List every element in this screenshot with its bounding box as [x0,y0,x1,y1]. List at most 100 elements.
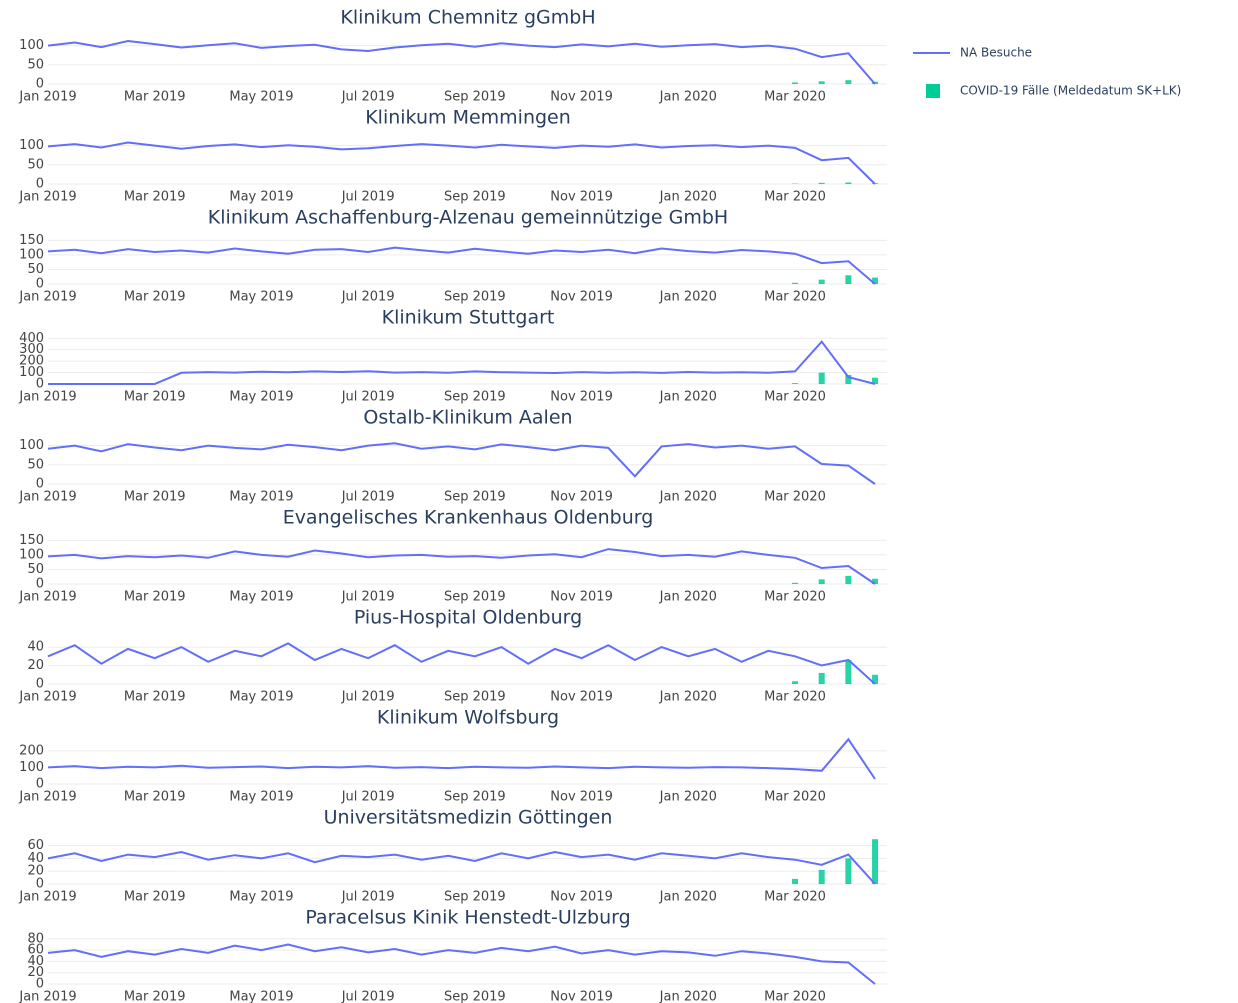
x-tick-label: Mar 2020 [764,190,826,205]
chart-title: Ostalb-Klinikum Aalen [363,407,572,429]
x-tick-label: Sep 2019 [444,190,506,205]
y-tick-label: 0 [36,777,44,792]
x-tick-label: Mar 2019 [124,90,186,105]
x-tick-label: Nov 2019 [550,290,613,305]
line [47,642,876,685]
bar [818,869,825,884]
x-tick-label: Jan 2020 [659,590,717,605]
x-tick-label: Jan 2020 [659,490,717,505]
y-tick-label: 400 [19,331,44,346]
y-tick-label: 0 [36,977,44,992]
bar [792,681,798,684]
bar [872,674,879,684]
y-tick-label: 50 [27,262,44,277]
x-tick-label: Mar 2019 [124,590,186,605]
x-tick-label: Mar 2020 [764,590,826,605]
y-tick-label: 200 [19,354,44,369]
x-tick-label: Jan 2019 [18,90,76,105]
bar [818,279,825,284]
x-tick-label: May 2019 [229,790,293,805]
y-tick-label: 200 [19,743,44,758]
y-tick-label: 50 [27,57,44,72]
chart-title: Klinikum Stuttgart [382,307,555,329]
x-tick-label: Sep 2019 [444,90,506,105]
bar [792,82,798,84]
x-tick-label: Mar 2020 [764,790,826,805]
x-tick-label: Jul 2019 [341,790,395,805]
line [47,442,876,485]
x-tick-label: Jan 2019 [18,690,76,705]
bar [872,839,879,884]
bar [818,672,825,684]
chart-title: Klinikum Aschaffenburg-Alzenau gemeinnüt… [208,207,728,229]
legend-label: NA Besuche [960,46,1032,60]
chart-title: Klinikum Chemnitz gGmbH [340,7,595,29]
line [47,548,876,585]
y-tick-label: 40 [27,851,44,866]
x-tick-label: Mar 2019 [124,690,186,705]
bar [845,275,852,284]
x-tick-label: Mar 2020 [764,690,826,705]
x-tick-label: Jan 2020 [659,90,717,105]
x-tick-label: May 2019 [229,890,293,905]
x-tick-label: Jul 2019 [341,290,395,305]
y-tick-label: 0 [36,877,44,892]
x-tick-label: May 2019 [229,290,293,305]
line [47,141,876,185]
y-tick-label: 0 [36,277,44,292]
line [48,340,876,385]
bar [845,374,852,384]
x-tick-label: Nov 2019 [550,190,613,205]
line [47,943,876,985]
x-tick-label: Nov 2019 [550,590,613,605]
x-tick-label: Sep 2019 [444,890,506,905]
x-tick-label: Jul 2019 [341,490,395,505]
y-tick-label: 40 [27,954,44,969]
bar [818,579,825,584]
x-tick-label: May 2019 [229,690,293,705]
x-tick-label: Jan 2019 [18,890,76,905]
x-tick-label: Jul 2019 [341,590,395,605]
x-tick-label: Mar 2020 [764,290,826,305]
y-tick-label: 0 [36,677,44,692]
x-tick-label: Mar 2020 [764,490,826,505]
y-tick-label: 300 [19,342,44,357]
x-tick-label: Mar 2020 [764,390,826,405]
y-tick-label: 100 [19,760,44,775]
y-tick-label: 150 [19,533,44,548]
x-tick-label: Jan 2020 [659,890,717,905]
x-tick-label: Sep 2019 [444,490,506,505]
bar [845,80,852,84]
chart-title: Klinikum Memmingen [365,107,571,129]
x-tick-label: Nov 2019 [550,90,613,105]
x-tick-label: Jan 2020 [659,390,717,405]
x-tick-label: Sep 2019 [444,390,506,405]
x-tick-label: Jan 2019 [18,190,76,205]
x-tick-label: Mar 2019 [124,990,186,1003]
y-tick-label: 40 [27,640,44,655]
x-tick-label: Mar 2019 [124,390,186,405]
bar [792,383,798,384]
bar [845,660,852,684]
x-tick-label: Sep 2019 [444,590,506,605]
x-tick-label: May 2019 [229,590,293,605]
x-tick-label: Mar 2019 [124,190,186,205]
y-tick-label: 100 [19,438,44,453]
x-tick-label: May 2019 [229,390,293,405]
x-tick-label: Jul 2019 [341,90,395,105]
y-tick-label: 50 [27,457,44,472]
bar [872,277,879,284]
bar [792,878,798,884]
x-tick-label: Sep 2019 [444,990,506,1003]
x-tick-label: Nov 2019 [550,690,613,705]
bar [792,282,798,284]
y-tick-label: 0 [36,477,44,492]
x-tick-label: Jan 2020 [659,190,717,205]
x-tick-label: Mar 2020 [764,890,826,905]
chart-title: Evangelisches Krankenhaus Oldenburg [283,507,654,529]
y-tick-label: 0 [36,77,44,92]
line [47,850,876,885]
x-tick-label: Mar 2019 [124,790,186,805]
x-tick-label: Nov 2019 [550,390,613,405]
